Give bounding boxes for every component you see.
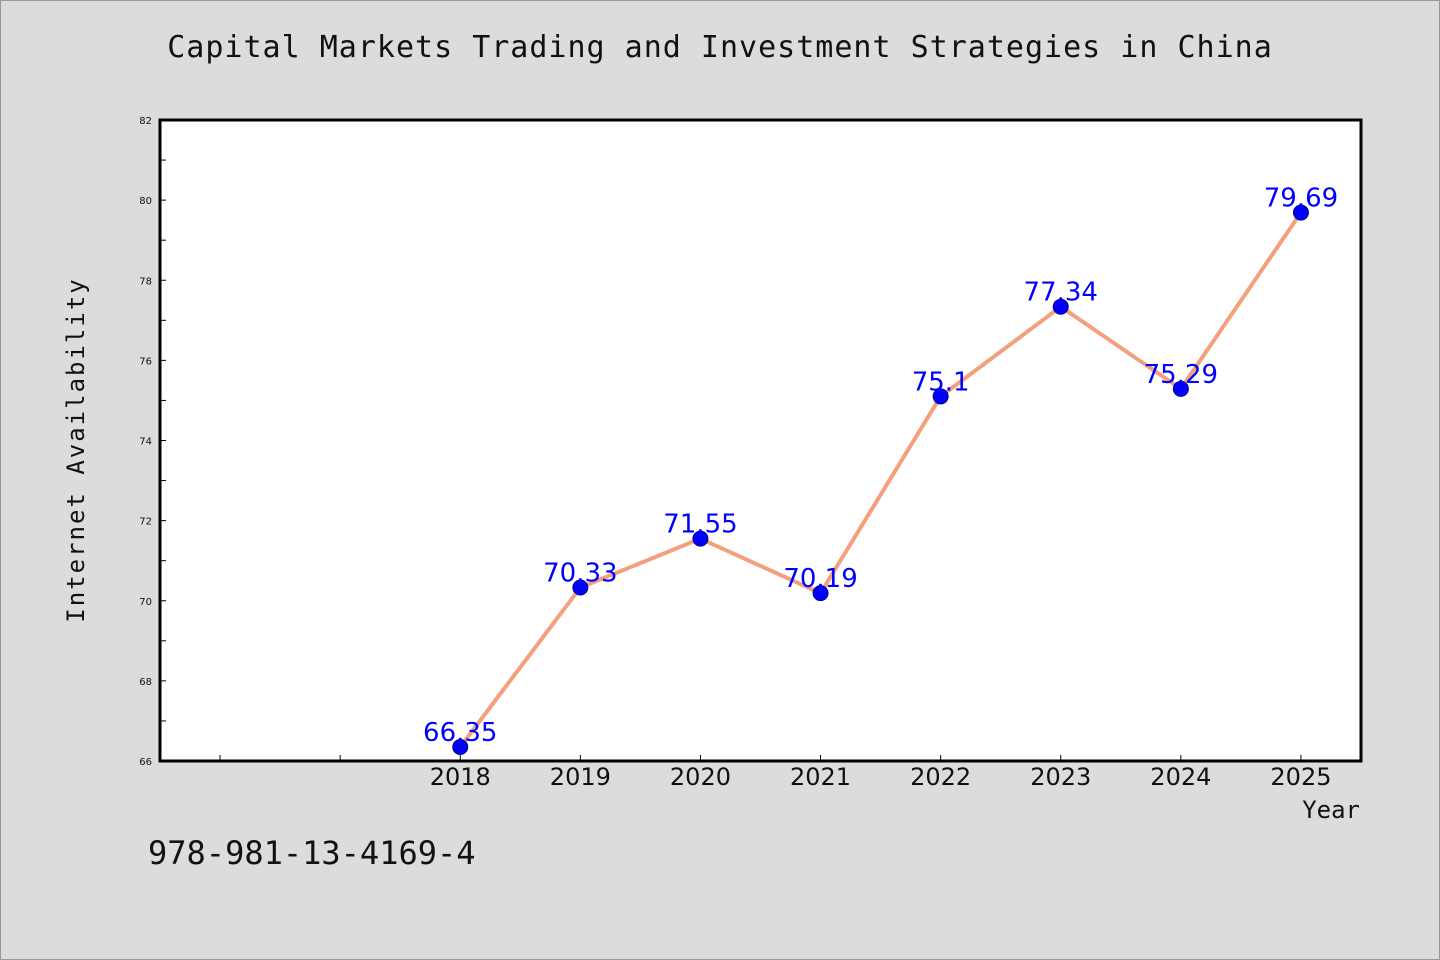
y-tick-label: 70 xyxy=(139,597,152,608)
x-tick-label: 2024 xyxy=(1150,763,1211,791)
x-tick-label: 2018 xyxy=(430,763,491,791)
data-point xyxy=(452,738,469,755)
chart-title: Capital Markets Trading and Investment S… xyxy=(167,30,1273,65)
isbn-footnote: 978-981-13-4169-4 xyxy=(148,834,476,872)
data-label: 77.34 xyxy=(1024,278,1098,308)
data-label: 79.69 xyxy=(1264,184,1338,214)
series-line xyxy=(458,211,1303,749)
data-point xyxy=(812,585,829,602)
data-point xyxy=(1052,298,1069,315)
y-tick-label: 66 xyxy=(139,757,152,768)
data-point xyxy=(692,530,709,547)
y-tick-label: 78 xyxy=(139,276,152,287)
y-tick-label: 72 xyxy=(139,517,152,528)
y-tick-label: 80 xyxy=(139,196,152,207)
y-tick-label: 82 xyxy=(139,116,152,127)
y-tick-label: 68 xyxy=(139,677,152,688)
data-label: 66.35 xyxy=(423,718,497,748)
x-tick-label: 2023 xyxy=(1030,763,1091,791)
plot-area xyxy=(160,120,1361,761)
x-axis-label: Year xyxy=(1302,796,1360,824)
data-point xyxy=(1292,204,1309,221)
x-tick-label: 2020 xyxy=(670,763,731,791)
data-label: 75.1 xyxy=(912,367,970,397)
data-point xyxy=(1172,380,1189,397)
y-tick-label: 74 xyxy=(139,437,152,448)
data-point xyxy=(572,579,589,596)
plot-border xyxy=(158,118,1363,763)
data-label: 70.33 xyxy=(543,559,617,589)
data-label: 71.55 xyxy=(663,510,737,540)
x-tick-label: 2025 xyxy=(1270,763,1331,791)
x-tick-label: 2022 xyxy=(910,763,971,791)
data-label: 75.29 xyxy=(1144,360,1218,390)
data-label: 70.19 xyxy=(783,564,857,594)
y-tick-label: 76 xyxy=(139,356,152,367)
x-tick-label: 2021 xyxy=(790,763,851,791)
data-point xyxy=(932,388,949,405)
x-tick-label: 2019 xyxy=(550,763,611,791)
